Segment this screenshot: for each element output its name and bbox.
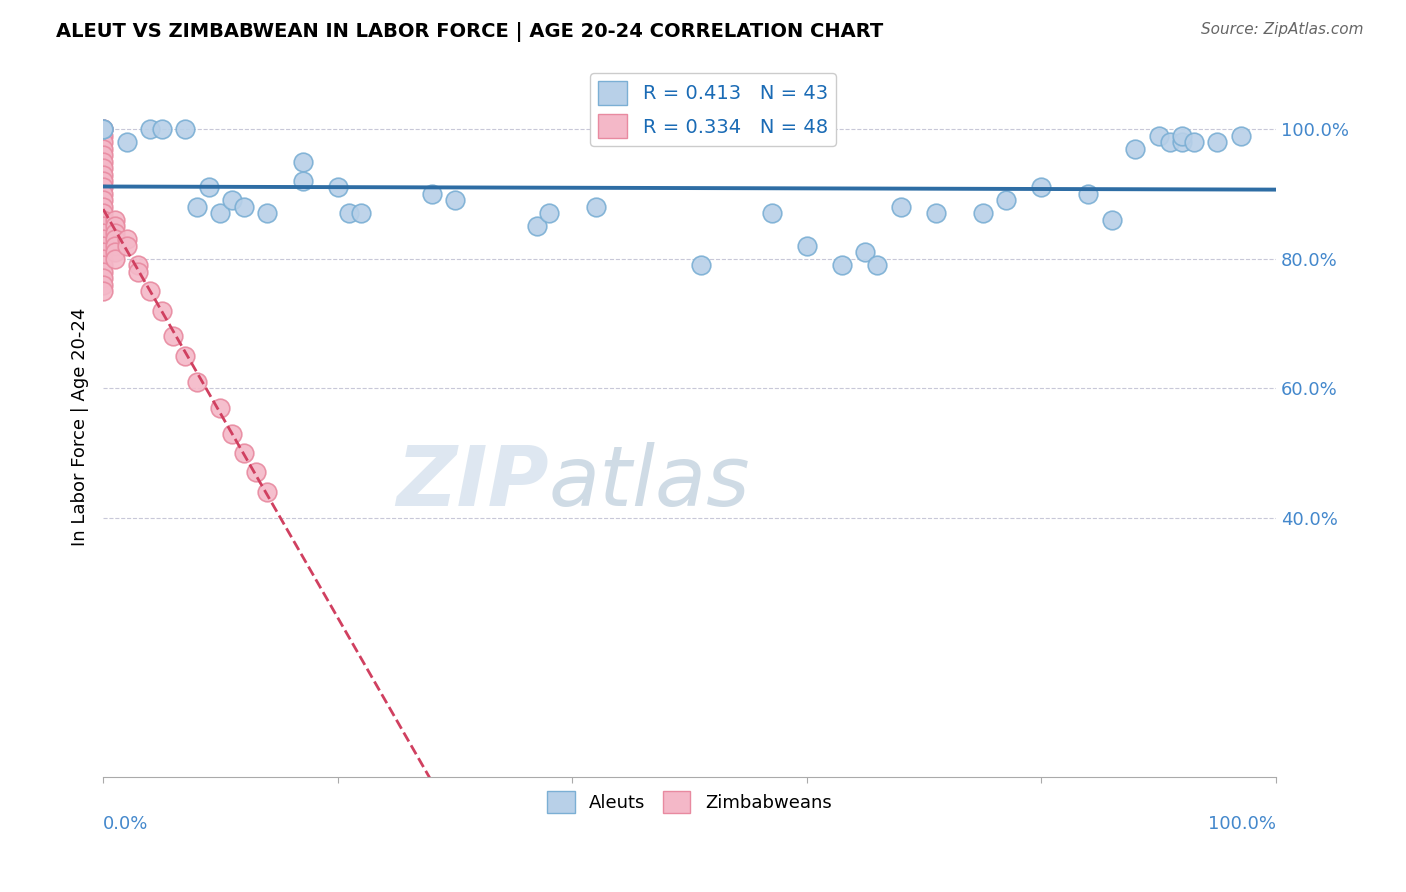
Point — [91, 154, 114, 169]
Point — [91, 148, 114, 162]
Point — [91, 186, 114, 201]
Point — [339, 206, 361, 220]
Point — [127, 258, 149, 272]
Point — [186, 200, 208, 214]
Point — [162, 329, 184, 343]
Text: atlas: atlas — [548, 442, 751, 524]
Point — [232, 446, 254, 460]
Point — [1182, 135, 1205, 149]
Point — [890, 200, 912, 214]
Point — [291, 174, 314, 188]
Point — [104, 232, 127, 246]
Point — [585, 200, 607, 214]
Point — [1229, 128, 1251, 143]
Point — [91, 212, 114, 227]
Point — [115, 239, 138, 253]
Point — [91, 258, 114, 272]
Point — [186, 375, 208, 389]
Point — [91, 180, 114, 194]
Point — [972, 206, 994, 220]
Point — [91, 135, 114, 149]
Point — [104, 239, 127, 253]
Point — [91, 161, 114, 175]
Point — [995, 194, 1018, 208]
Point — [91, 122, 114, 136]
Text: 0.0%: 0.0% — [103, 815, 149, 833]
Point — [91, 168, 114, 182]
Point — [91, 200, 114, 214]
Y-axis label: In Labor Force | Age 20-24: In Labor Force | Age 20-24 — [72, 308, 89, 546]
Point — [1077, 186, 1099, 201]
Point — [91, 219, 114, 234]
Point — [197, 180, 219, 194]
Point — [115, 135, 138, 149]
Point — [1123, 142, 1146, 156]
Point — [925, 206, 948, 220]
Point — [115, 232, 138, 246]
Point — [690, 258, 713, 272]
Point — [444, 194, 467, 208]
Point — [91, 122, 114, 136]
Point — [91, 245, 114, 260]
Point — [91, 174, 114, 188]
Point — [91, 122, 114, 136]
Point — [104, 226, 127, 240]
Point — [91, 232, 114, 246]
Point — [291, 154, 314, 169]
Point — [174, 349, 197, 363]
Legend: Aleuts, Zimbabweans: Aleuts, Zimbabweans — [540, 783, 839, 820]
Point — [91, 265, 114, 279]
Point — [150, 122, 173, 136]
Point — [326, 180, 349, 194]
Point — [1147, 128, 1170, 143]
Point — [221, 194, 243, 208]
Point — [537, 206, 560, 220]
Point — [139, 122, 162, 136]
Point — [1171, 135, 1194, 149]
Text: ZIP: ZIP — [396, 442, 548, 524]
Point — [150, 303, 173, 318]
Point — [91, 128, 114, 143]
Point — [866, 258, 889, 272]
Point — [104, 252, 127, 266]
Point — [174, 122, 197, 136]
Point — [245, 466, 267, 480]
Point — [831, 258, 853, 272]
Point — [91, 252, 114, 266]
Point — [256, 206, 278, 220]
Point — [104, 245, 127, 260]
Text: 100.0%: 100.0% — [1208, 815, 1277, 833]
Point — [420, 186, 443, 201]
Point — [350, 206, 373, 220]
Point — [139, 284, 162, 298]
Point — [526, 219, 548, 234]
Point — [104, 219, 127, 234]
Point — [1031, 180, 1053, 194]
Point — [761, 206, 783, 220]
Point — [221, 426, 243, 441]
Point — [91, 122, 114, 136]
Point — [232, 200, 254, 214]
Point — [91, 277, 114, 292]
Point — [256, 484, 278, 499]
Point — [796, 239, 818, 253]
Point — [91, 284, 114, 298]
Point — [127, 265, 149, 279]
Point — [91, 206, 114, 220]
Point — [1159, 135, 1181, 149]
Point — [104, 212, 127, 227]
Point — [91, 194, 114, 208]
Point — [91, 142, 114, 156]
Text: Source: ZipAtlas.com: Source: ZipAtlas.com — [1201, 22, 1364, 37]
Point — [209, 401, 232, 415]
Point — [91, 226, 114, 240]
Point — [1206, 135, 1229, 149]
Point — [1171, 128, 1194, 143]
Text: ALEUT VS ZIMBABWEAN IN LABOR FORCE | AGE 20-24 CORRELATION CHART: ALEUT VS ZIMBABWEAN IN LABOR FORCE | AGE… — [56, 22, 883, 42]
Point — [855, 245, 877, 260]
Point — [91, 271, 114, 285]
Point — [209, 206, 232, 220]
Point — [91, 239, 114, 253]
Point — [1101, 212, 1123, 227]
